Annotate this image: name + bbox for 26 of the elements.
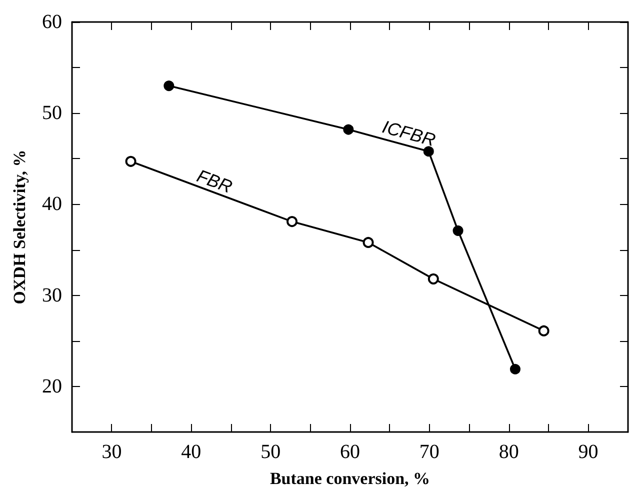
point [452, 225, 464, 236]
text: ICFBR [380, 116, 438, 150]
x-tick-label: 70 [419, 441, 440, 463]
y-tick-label: 20 [42, 375, 62, 398]
y-tick-label: 30 [42, 284, 62, 306]
x-axis-title: Butane conversion, % [270, 469, 430, 488]
x-tick-label: 90 [578, 441, 598, 463]
y-tick-label: 40 [42, 193, 62, 216]
point [510, 364, 520, 374]
y-tick-label: 50 [42, 102, 62, 124]
y-tick-label: 60 [42, 11, 62, 33]
y-axis-title: OXDH Selectivity, % [10, 150, 29, 304]
x-tick-label: 80 [498, 441, 519, 463]
point [286, 216, 298, 228]
point [428, 273, 439, 284]
point [164, 80, 174, 92]
x-tick-label: 40 [181, 441, 202, 463]
point [125, 156, 136, 167]
point [362, 236, 374, 248]
point [343, 124, 354, 135]
x-tick-label: 60 [340, 441, 360, 463]
text: FBR [194, 166, 235, 198]
x-tick-label: 30 [102, 441, 122, 463]
point [423, 146, 434, 157]
x-tick-label: 50 [260, 441, 281, 463]
point [538, 325, 550, 336]
